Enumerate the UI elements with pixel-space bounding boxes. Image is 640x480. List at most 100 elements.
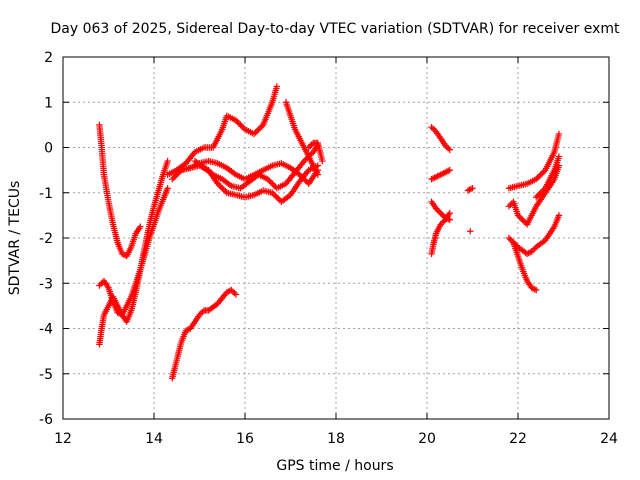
data-point	[431, 174, 438, 181]
data-point	[137, 223, 144, 230]
y-tick-label: 1	[44, 95, 53, 111]
data-point	[208, 170, 215, 177]
data-point	[437, 209, 444, 217]
data-point	[252, 129, 259, 136]
data-point	[432, 205, 440, 212]
data-point	[529, 285, 537, 292]
data-point	[176, 168, 183, 175]
data-point	[533, 194, 540, 201]
y-tick-label: -1	[39, 186, 53, 202]
data-point	[240, 124, 247, 132]
data-point	[428, 123, 435, 131]
data-point	[536, 191, 543, 198]
data-point	[114, 309, 121, 316]
data-point	[197, 310, 205, 317]
data-point	[508, 237, 516, 245]
data-point	[250, 130, 258, 138]
data-point	[235, 120, 243, 127]
data-point	[539, 169, 546, 177]
x-tick-label: 16	[236, 431, 254, 447]
data-point	[428, 175, 435, 183]
data-point	[438, 170, 446, 178]
data-point	[308, 150, 315, 157]
data-point	[438, 211, 446, 218]
data-point	[232, 117, 240, 124]
data-point	[520, 218, 528, 225]
data-point	[528, 284, 535, 291]
y-tick-label: 0	[44, 141, 53, 157]
data-point	[446, 146, 453, 153]
data-point	[181, 161, 188, 168]
y-tick-labels: -6 -5 -4 -3 -2 -1 0 1 2	[39, 50, 53, 428]
data-point	[220, 186, 227, 193]
data-point	[164, 185, 171, 192]
data-point	[429, 125, 437, 132]
data-point	[216, 182, 223, 189]
data-point	[443, 168, 450, 175]
data-point	[442, 142, 449, 149]
data-point	[531, 286, 538, 293]
data-point	[253, 127, 261, 135]
data-point	[217, 183, 224, 190]
data-point	[517, 215, 525, 222]
data-point	[540, 186, 547, 193]
data-point	[431, 126, 438, 134]
data-point	[555, 212, 563, 219]
data-point	[446, 209, 453, 217]
data-point	[237, 121, 244, 129]
data-point	[269, 189, 276, 196]
data-point	[505, 203, 513, 210]
y-tick-label: -5	[39, 367, 53, 383]
data-point	[118, 250, 126, 258]
data-point	[529, 246, 537, 254]
chart-title: Day 063 of 2025, Sidereal Day-to-day VTE…	[51, 21, 621, 37]
data-point	[219, 185, 226, 192]
data-point	[442, 169, 449, 176]
data-point	[175, 169, 182, 177]
axis-ticks	[62, 56, 610, 420]
data-point	[528, 248, 535, 255]
data-point	[164, 157, 171, 165]
data-point	[533, 286, 540, 294]
data-point	[314, 171, 321, 178]
data-point	[434, 206, 441, 214]
data-point	[232, 291, 240, 298]
data-point	[256, 124, 264, 132]
data-point	[300, 157, 308, 165]
data-point	[296, 171, 303, 178]
y-tick-label: -6	[39, 412, 53, 428]
data-point	[523, 250, 531, 258]
y-tick-label: 2	[44, 50, 53, 66]
x-tick-label: 18	[327, 431, 345, 447]
data-point	[170, 174, 177, 181]
data-point	[258, 123, 265, 130]
data-point	[267, 178, 274, 186]
x-axis-label: GPS time / hours	[276, 458, 393, 474]
data-point	[437, 221, 444, 228]
data-point	[212, 301, 220, 308]
data-point	[505, 234, 513, 242]
data-point	[297, 172, 305, 180]
x-tick-label: 14	[145, 431, 163, 447]
data-point	[469, 185, 476, 192]
data-points	[96, 83, 563, 382]
data-point	[514, 212, 522, 219]
data-point	[445, 167, 452, 175]
data-point	[537, 189, 544, 196]
y-tick-label: -4	[39, 322, 53, 338]
data-point	[272, 192, 279, 199]
data-point	[255, 126, 262, 133]
data-point	[437, 171, 444, 178]
data-point	[467, 228, 474, 235]
data-point	[273, 83, 281, 90]
data-point	[299, 174, 306, 181]
grid-lines	[63, 57, 609, 419]
data-point	[467, 185, 475, 193]
data-point	[307, 142, 314, 150]
data-point	[173, 171, 180, 178]
data-point	[300, 175, 308, 183]
data-point	[319, 157, 326, 165]
y-axis-label: SDTVAR / TECUs	[7, 181, 23, 296]
x-tick-labels: 12 14 16 18 20 22 24	[54, 431, 618, 447]
data-point	[464, 187, 472, 194]
